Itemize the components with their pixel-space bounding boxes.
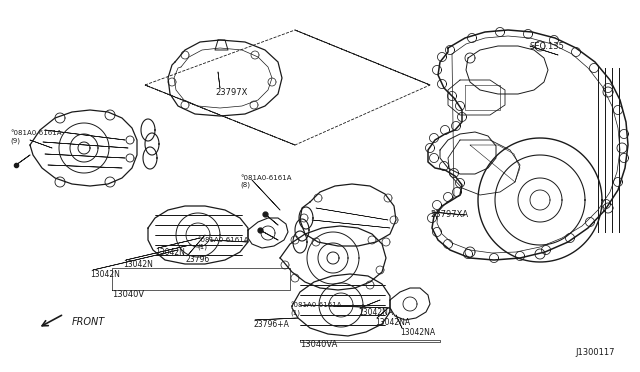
Text: 23796+A: 23796+A bbox=[253, 320, 289, 329]
Text: J1300117: J1300117 bbox=[575, 348, 614, 357]
Text: 13042N: 13042N bbox=[155, 248, 185, 257]
Text: 13042N: 13042N bbox=[123, 260, 153, 269]
Text: 23796: 23796 bbox=[185, 255, 209, 264]
Text: 13042N: 13042N bbox=[90, 270, 120, 279]
Text: SEC.135: SEC.135 bbox=[530, 42, 565, 51]
Text: °081A0-6161A
(8): °081A0-6161A (8) bbox=[240, 175, 291, 189]
Text: 13040V: 13040V bbox=[112, 290, 144, 299]
Text: °081A0-6161A
(1): °081A0-6161A (1) bbox=[290, 302, 342, 315]
Text: FRONT: FRONT bbox=[72, 317, 105, 327]
Text: 23797X: 23797X bbox=[215, 88, 248, 97]
Text: 13040VA: 13040VA bbox=[300, 340, 337, 349]
Text: °081A0-6161A
(1): °081A0-6161A (1) bbox=[197, 237, 248, 250]
Text: 23797XA: 23797XA bbox=[430, 210, 468, 219]
Text: 13042NA: 13042NA bbox=[375, 318, 410, 327]
Text: 13042NA: 13042NA bbox=[358, 308, 393, 317]
Text: °081A0-6161A
(9): °081A0-6161A (9) bbox=[10, 130, 61, 144]
Text: 13042NA: 13042NA bbox=[400, 328, 435, 337]
